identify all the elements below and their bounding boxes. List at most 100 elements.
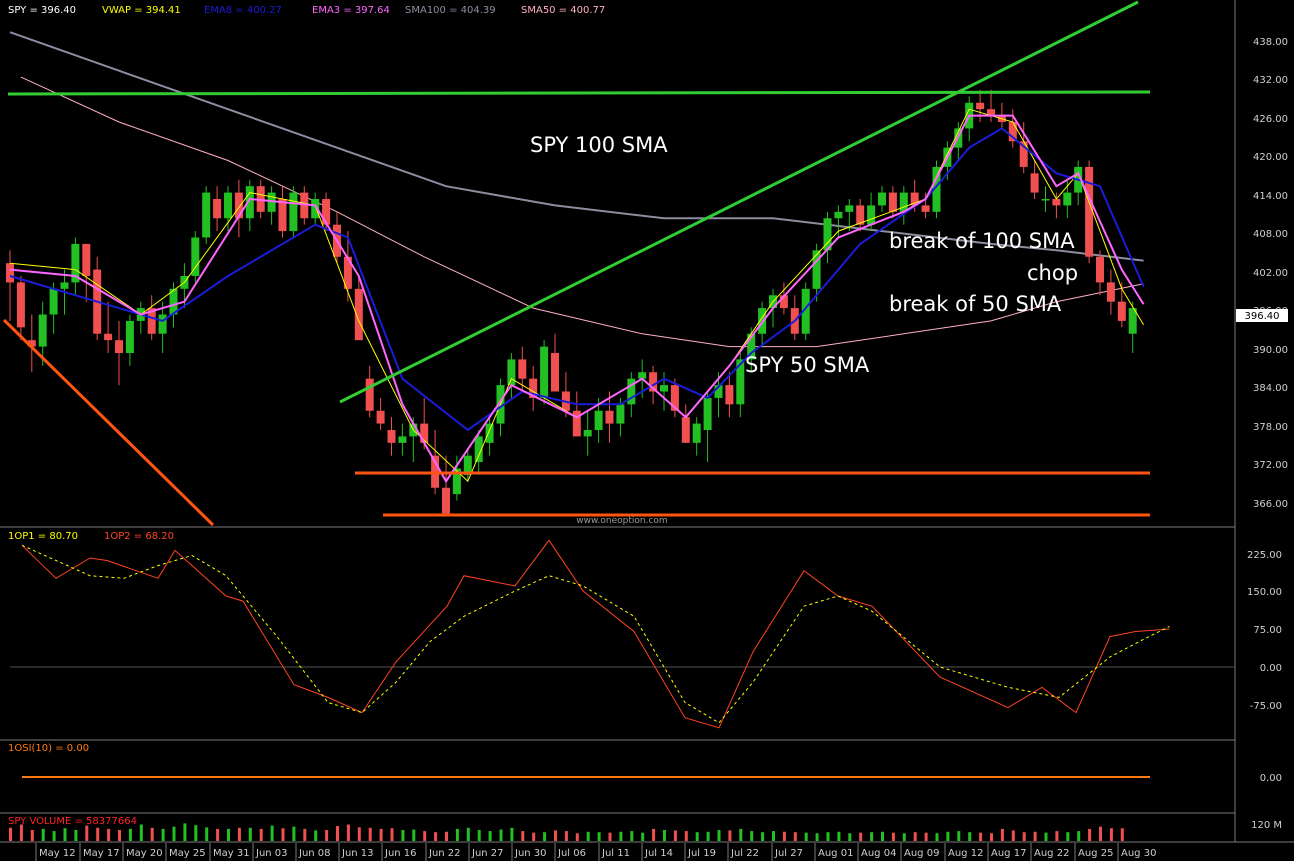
candle-body	[812, 250, 821, 289]
volume-bar	[1055, 831, 1059, 841]
price-tick: 390.00	[1253, 345, 1288, 356]
volume-bar	[161, 828, 165, 841]
candle-body	[16, 282, 25, 328]
volume-bar	[368, 827, 372, 841]
volume-bar	[434, 832, 438, 841]
volume-bar	[608, 832, 612, 841]
candle-body	[234, 192, 243, 219]
candle-body	[899, 192, 908, 212]
osc-tick: 75.00	[1253, 625, 1282, 636]
candle-body	[932, 166, 941, 212]
volume-bar	[52, 831, 56, 841]
annotation-break100: break of 100 SMA	[889, 229, 1075, 253]
volume-bar	[237, 827, 241, 841]
candle-body	[801, 288, 810, 334]
candle-body	[1117, 301, 1126, 321]
candle-body	[714, 385, 723, 398]
candle-body	[583, 430, 592, 437]
osc-legend-op1: 1OP1 = 80.70	[8, 531, 78, 542]
ema3-path	[9, 114, 1145, 484]
candle-body	[420, 423, 429, 443]
volume-bar	[706, 831, 710, 841]
volume-bar	[9, 827, 12, 841]
header-spy: SPY = 396.40	[8, 5, 76, 16]
volume-bar	[292, 826, 296, 841]
volume-bar	[979, 832, 983, 841]
date-label: May 17	[83, 848, 120, 859]
volume-bar	[739, 828, 743, 841]
osc-tick: 0.00	[1260, 663, 1282, 674]
date-label: Jul 06	[557, 848, 586, 859]
volume-bar	[259, 828, 263, 841]
volume-bar	[924, 832, 928, 841]
candle-body	[856, 205, 865, 225]
volume-bar	[107, 828, 111, 841]
date-label: Jun 16	[384, 848, 417, 859]
candle-body	[387, 430, 396, 443]
candle-body	[1063, 192, 1072, 206]
volume-bar	[728, 830, 732, 841]
candle-body	[681, 417, 690, 443]
candle-body	[27, 340, 36, 347]
date-label: May 20	[126, 848, 163, 859]
candle-body	[224, 192, 232, 219]
volume-bar	[466, 827, 470, 841]
volume-bar	[248, 827, 252, 841]
candle-body	[311, 199, 320, 219]
candle-body	[60, 282, 69, 289]
candle-body	[158, 314, 167, 334]
volume-bar	[521, 831, 525, 841]
candle-body	[256, 186, 265, 212]
volume-bar	[281, 828, 285, 841]
volume-bar	[183, 823, 187, 841]
candle-body	[976, 102, 985, 110]
volume-bar	[346, 824, 350, 841]
date-label: Jul 27	[774, 848, 803, 859]
volume-bar	[1022, 832, 1026, 841]
candle-body	[125, 320, 134, 353]
volume-bar	[139, 824, 143, 841]
date-label: Jun 22	[428, 848, 461, 859]
volume-bar	[63, 828, 67, 841]
volume-bar	[826, 832, 830, 841]
date-label: Jul 19	[687, 848, 716, 859]
sma100-path	[9, 31, 1144, 262]
volume-bar	[357, 827, 361, 841]
candle-body	[147, 308, 156, 334]
date-label: Jul 11	[601, 848, 630, 859]
candle-body	[572, 410, 581, 437]
volume-bar	[848, 833, 852, 841]
volume-bar	[303, 828, 307, 841]
candle-body	[823, 218, 832, 251]
date-label: Aug 30	[1121, 848, 1156, 859]
volume-bar	[1109, 828, 1113, 841]
date-label: Jun 13	[341, 848, 374, 859]
candle-body	[518, 359, 527, 379]
price-tick: 372.00	[1253, 460, 1288, 471]
candle-body	[921, 205, 930, 212]
date-label: Aug 01	[818, 848, 853, 859]
candle-body	[267, 192, 276, 212]
price-tick: 408.00	[1253, 229, 1288, 240]
volume-bar	[325, 830, 329, 841]
price-tick: 426.00	[1253, 114, 1288, 125]
candle-body	[463, 455, 472, 475]
candle-body	[1019, 141, 1028, 167]
header-vwap: VWAP = 394.41	[102, 5, 181, 16]
price-tick: 378.00	[1253, 422, 1288, 433]
candle-body	[300, 192, 309, 219]
candle-body	[888, 192, 897, 212]
header-sma100: SMA100 = 404.39	[405, 5, 496, 16]
volume-bar	[205, 827, 209, 841]
volume-bar	[597, 832, 601, 841]
candle-body	[169, 288, 178, 315]
date-axis: May 12 May 17 May 20 May 25 May 31 Jun 03 Jun …	[35, 843, 1156, 861]
candle-body	[376, 410, 385, 424]
volume-bar	[41, 828, 45, 841]
candle-body	[551, 353, 559, 392]
candle-body	[1041, 199, 1050, 201]
volume-bar	[379, 828, 383, 841]
volume-bars	[9, 823, 1124, 841]
volume-bar	[194, 825, 198, 841]
candle-body	[245, 186, 254, 219]
